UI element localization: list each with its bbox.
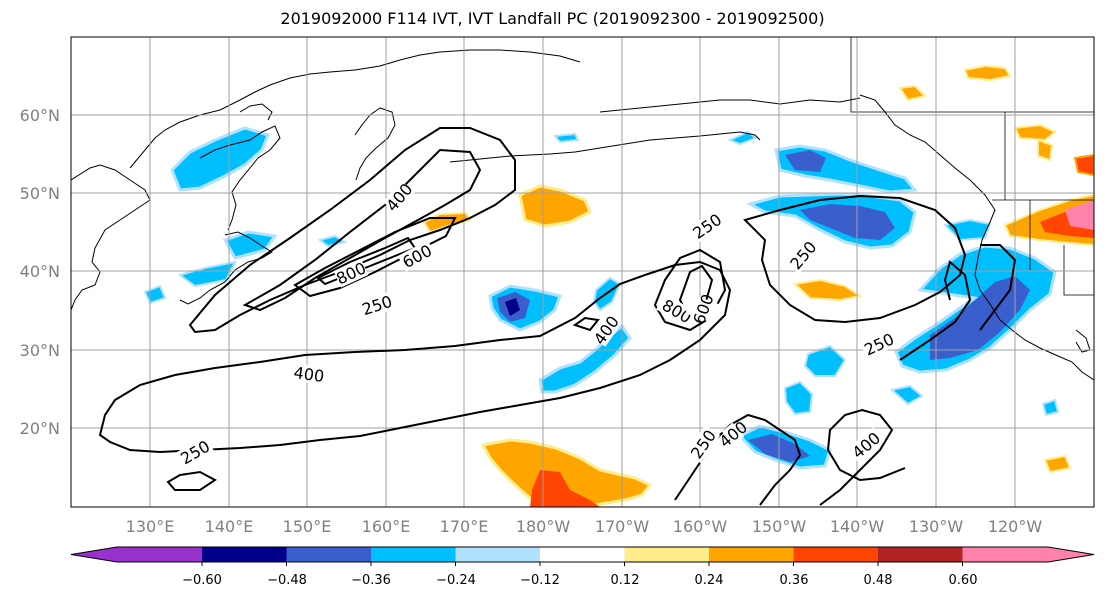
contour-labels: 400 800 600 250 250 400 800 600 400 250 … [175,180,899,468]
shade-cool-22 [553,132,580,144]
shade-cool-25 [317,234,348,248]
colorbar-cells [70,546,1095,563]
lon-label: 150°E [283,517,332,536]
shade-cool-7 [505,298,520,316]
shade-warm-5 [792,278,863,302]
shade-cool-20 [783,380,814,416]
lon-label: 170°W [595,517,650,536]
shade-warm-4 [530,470,600,507]
colorbar-cell [624,547,710,562]
shade-warm-10 [1013,123,1057,142]
shade-cool-11 [785,150,826,172]
lon-label: 180°W [516,517,571,536]
lon-label: 140°W [830,517,885,536]
shade-warm-1 [518,184,592,228]
longitude-labels: 130°E 140°E 150°E 160°E 170°E 180°W 170°… [126,517,1043,536]
colorbar-ticks [201,562,963,566]
colorbar-cell-min-extend [71,547,202,562]
colorbar-tick-label: 0.60 [949,573,978,588]
map-frame [70,36,1095,508]
colorbar-cell-max-extend [962,547,1094,562]
colorbar-tick-label: 0.36 [780,573,809,588]
contour-label: 400 [292,363,325,386]
shade-cool-13 [800,204,895,240]
colorbar-tick-label: −0.48 [267,573,307,588]
lat-label: 30°N [20,341,60,360]
shade-warm-12 [898,84,927,102]
lon-label: 120°W [988,517,1043,536]
colorbar-tick-label: 0.48 [864,573,893,588]
shade-warm-13 [1043,454,1072,474]
colorbar-cell [371,547,456,562]
ivt-contours [98,127,1017,506]
colorbar-outline [70,546,1095,563]
lat-label: 40°N [20,262,60,281]
shade-warm-8 [1065,200,1094,230]
lon-label: 160°E [362,517,411,536]
borders [850,37,1094,296]
map-title: 2019092000 F114 IVT, IVT Landfall PC (20… [280,9,825,28]
lon-label: 140°E [205,517,254,536]
shade-cool-23 [1041,398,1060,417]
colorbar-tick-label: −0.60 [182,573,222,588]
gridlines [71,37,1094,507]
lon-label: 130°E [126,517,175,536]
shade-warm-9 [963,64,1012,82]
shade-warm-14 [1037,138,1054,162]
colorbar-cell [709,547,794,562]
lat-label: 50°N [20,184,60,203]
colorbar-tick-label: −0.24 [436,573,476,588]
colorbar-tick-labels: −0.60 −0.48 −0.36 −0.24 −0.12 0.12 0.24 … [182,573,977,588]
colorbar: −0.60 −0.48 −0.36 −0.24 −0.12 0.12 0.24 … [70,546,1095,588]
shade-cool-21 [889,384,924,406]
lon-label: 170°E [440,517,489,536]
lat-label: 60°N [20,106,60,125]
colorbar-tick-label: −0.12 [520,573,560,588]
colorbar-tick-label: 0.24 [695,573,724,588]
latitude-labels: 60°N 50°N 40°N 30°N 20°N [20,106,60,438]
lat-label: 20°N [20,419,60,438]
shade-warm-3 [480,438,653,507]
coastlines [71,49,1094,381]
colorbar-cell [202,547,287,562]
colorbar-cell [540,547,625,562]
shade-cool-24 [727,130,759,146]
shade-warm-11 [1073,153,1094,177]
shade-cool-19 [803,344,847,377]
lon-label: 130°W [909,517,964,536]
shade-cool-2 [222,230,278,260]
lon-label: 160°W [673,517,728,536]
shade-cool-1 [170,126,270,192]
colorbar-cell [455,547,541,562]
colorbar-cell [878,547,963,562]
colorbar-cell [793,547,879,562]
lon-label: 150°W [752,517,807,536]
colorbar-cell [286,547,372,562]
colorbar-tick-label: −0.36 [351,573,391,588]
colorbar-tick-label: 0.12 [611,573,640,588]
